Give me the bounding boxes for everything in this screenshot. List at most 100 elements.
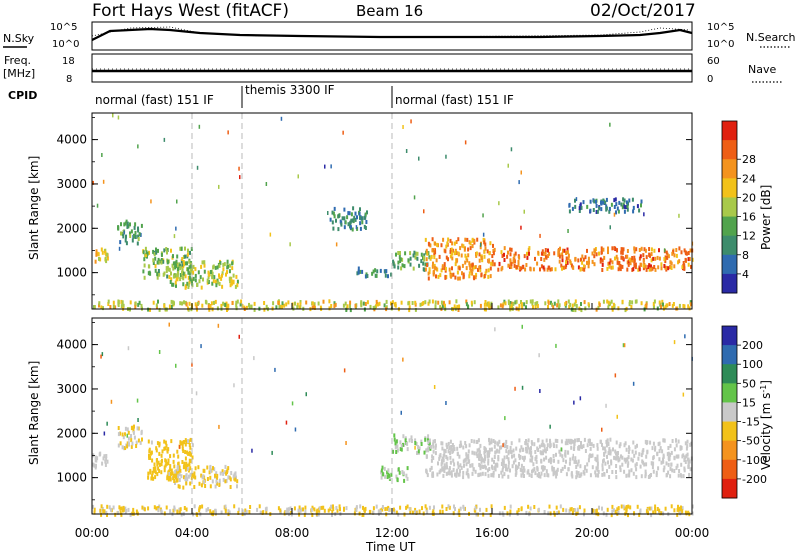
echo-cell	[155, 448, 158, 453]
echo-cell	[396, 478, 399, 483]
echo-cell	[474, 275, 477, 280]
echo-cell	[518, 303, 521, 308]
echo-cell	[94, 455, 97, 460]
echo-cell	[521, 468, 524, 473]
echo-cell	[648, 506, 651, 511]
echo-cell	[493, 466, 496, 471]
echo-cell	[637, 456, 640, 461]
echo-cell	[509, 504, 512, 509]
echo-cell	[621, 455, 624, 460]
echo-cell	[189, 264, 192, 269]
echo-cell	[638, 248, 641, 252]
echo-cell	[203, 263, 206, 268]
echo-cell	[551, 467, 554, 472]
echo-cell	[161, 458, 163, 463]
colorbar-swatch	[722, 478, 737, 499]
echo-cell	[109, 305, 112, 309]
echo-cell	[483, 249, 486, 254]
echo-cell	[303, 513, 306, 517]
freq-panel: Freq. [MHz] 18 8 60 0 Nave	[3, 53, 782, 85]
echo-cell	[468, 459, 471, 464]
echo-cell	[582, 470, 585, 475]
echo-cell	[425, 468, 428, 473]
echo-cell	[533, 505, 536, 509]
echo-cell	[625, 505, 628, 509]
echo-cell	[402, 434, 405, 439]
echo-cell	[449, 254, 452, 259]
colorbar-swatch	[722, 273, 737, 294]
echo-cell	[580, 257, 582, 262]
echo-cell	[511, 304, 513, 308]
echo-cell	[553, 510, 556, 515]
echo-cell	[574, 299, 577, 304]
echo-cell	[573, 444, 576, 449]
echo-cell	[517, 262, 520, 267]
echo-cell	[235, 274, 238, 279]
echo-cell	[595, 458, 598, 463]
echo-cell	[181, 275, 184, 279]
echo-cell	[575, 460, 578, 465]
echo-cell	[514, 386, 516, 391]
echo-cell	[643, 247, 646, 252]
echo-cell	[456, 461, 459, 466]
echo-cell	[127, 507, 130, 512]
echo-cell	[441, 459, 443, 464]
echo-cell	[565, 472, 568, 477]
echo-cell	[327, 211, 329, 215]
x-tick-label: 00:00	[675, 526, 710, 540]
echo-cell	[532, 267, 535, 272]
echo-cell	[432, 442, 435, 447]
echo-cell	[376, 269, 379, 274]
echo-cell	[608, 264, 611, 269]
echo-cell	[499, 445, 501, 450]
echo-cell	[197, 270, 200, 275]
echo-cell	[493, 459, 495, 464]
echo-cell	[557, 459, 560, 464]
echo-cell	[163, 248, 166, 253]
echo-cell	[126, 433, 128, 438]
echo-cell	[528, 450, 531, 455]
echo-cell	[211, 281, 214, 286]
echo-cell	[191, 443, 194, 448]
echo-cell	[606, 439, 609, 444]
echo-cell	[503, 455, 506, 460]
echo-cell	[392, 449, 394, 454]
echo-cell	[173, 301, 175, 306]
echo-cell	[620, 504, 623, 509]
echo-cell	[559, 504, 562, 509]
echo-cell	[594, 509, 597, 514]
echo-cell	[120, 304, 123, 309]
echo-cell	[209, 270, 212, 274]
echo-cell	[554, 438, 557, 443]
echo-cell	[336, 508, 339, 513]
echo-cell	[665, 265, 668, 270]
echo-cell	[130, 444, 133, 449]
echo-cell	[441, 304, 444, 309]
echo-cell	[622, 247, 625, 252]
echo-cell	[450, 247, 453, 252]
echo-cell	[654, 504, 657, 509]
echo-cell	[562, 458, 565, 463]
echo-cell	[413, 195, 416, 200]
echo-cell	[96, 203, 99, 208]
echo-cell	[344, 301, 347, 306]
x-tick-label: 08:00	[275, 526, 310, 540]
echo-cell	[557, 510, 560, 515]
echo-cell	[478, 452, 481, 457]
echo-cell	[155, 250, 158, 255]
echo-cell	[105, 510, 108, 515]
echo-cell	[566, 250, 569, 255]
echo-cell	[189, 277, 192, 282]
velocity-echoes	[92, 322, 694, 518]
echo-cell	[603, 255, 606, 260]
echo-cell	[392, 259, 395, 264]
echo-cell	[439, 305, 442, 310]
echo-cell	[671, 439, 674, 443]
echo-cell	[675, 248, 678, 252]
echo-cell	[320, 505, 323, 510]
echo-cell	[632, 440, 635, 445]
echo-cell	[202, 474, 205, 479]
echo-cell	[520, 266, 523, 271]
echo-cell	[400, 444, 403, 449]
